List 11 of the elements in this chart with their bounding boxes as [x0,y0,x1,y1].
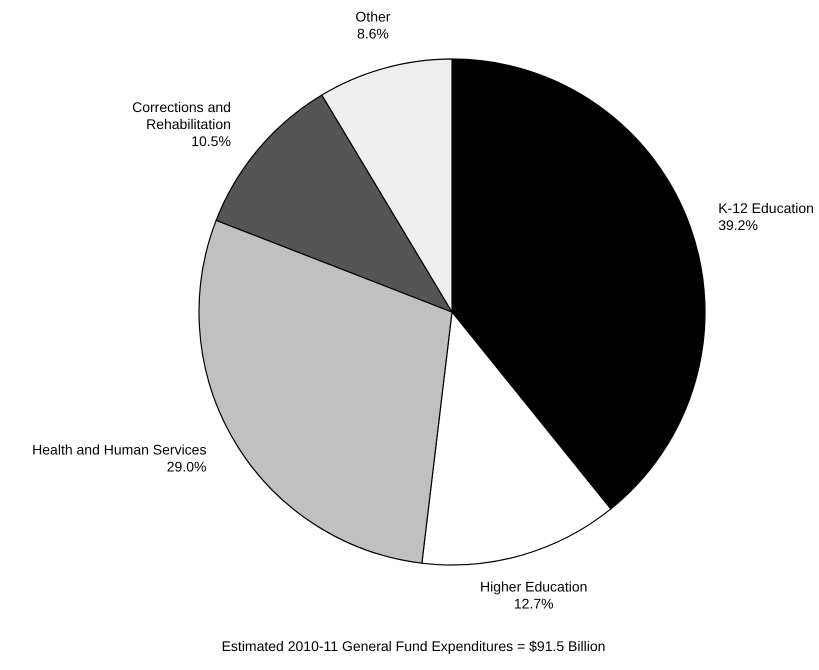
data-label: 10.5% [191,133,231,150]
slice-label: Health and Human Services [32,441,206,458]
slice-label: K-12 Education [718,200,814,216]
text: Estimated 2010-11 General Fund Expenditures = $91.5 Billion [220,638,606,654]
slice-label: Higher Education [480,578,588,595]
data-label: 8.6% [356,26,389,42]
data-label: 39.2% [718,217,758,234]
slice-label: Corrections and Rehabilitation [132,99,231,132]
slice-label: Other [355,8,391,25]
data-label: 29.0% [166,458,206,474]
data-label: 12.7% [514,596,554,612]
